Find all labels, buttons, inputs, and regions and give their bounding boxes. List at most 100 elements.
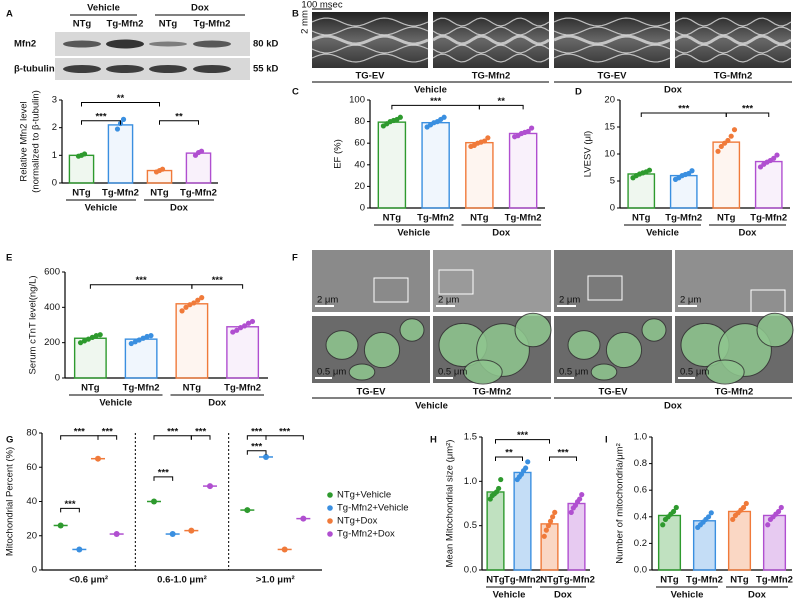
blot-band — [106, 65, 144, 73]
y-axis-label: Serum cTnT level(ng/L) — [28, 275, 39, 374]
data-point — [481, 138, 488, 144]
y-tick-label: 400 — [44, 302, 60, 313]
data-point — [579, 492, 585, 498]
em-roi — [373, 277, 409, 303]
sig-bracket — [191, 284, 244, 289]
echo-trace — [311, 26, 429, 36]
sig-bracket — [60, 507, 80, 513]
mean-point — [76, 546, 83, 553]
x-tick-label: Tg-Mfn2 — [102, 188, 139, 199]
data-point — [715, 148, 721, 154]
echo-trace — [674, 34, 792, 46]
sig-bracket — [495, 456, 523, 461]
x-tick-label: NTg — [383, 213, 402, 224]
scale-label: 0.5 μm — [559, 367, 588, 378]
legend-label: NTg+Dox — [337, 516, 378, 527]
echo-trace — [553, 17, 671, 27]
y-tick-label: 1.0 — [464, 476, 477, 487]
data-point — [140, 335, 146, 341]
y-tick-label: 80 — [354, 116, 365, 127]
echo-trace — [432, 44, 550, 54]
data-point — [136, 337, 142, 343]
mitochondrion — [756, 312, 794, 348]
data-point — [541, 533, 547, 539]
mitochondrion — [399, 318, 425, 342]
scale-label: 0.5 μm — [438, 367, 467, 378]
data-point — [397, 114, 403, 120]
echo-trace — [553, 53, 671, 63]
panel-letter: F — [292, 253, 298, 264]
x-tick-label: Tg-Mfn2 — [756, 575, 793, 586]
sig-label: *** — [95, 111, 106, 122]
sig-label: *** — [517, 430, 528, 441]
y-tick-label: 5 — [610, 176, 615, 187]
data-point — [689, 168, 695, 174]
y-tick-label: 20 — [354, 181, 365, 192]
data-point — [543, 527, 549, 533]
scale-label: 2 μm — [680, 295, 701, 306]
mean-point — [188, 527, 195, 534]
x-tick-label: >1.0 μm² — [256, 575, 295, 586]
bar — [421, 121, 450, 209]
y-tick-label: 1.0 — [634, 432, 647, 443]
y-tick-label: 40 — [26, 496, 37, 507]
x-tick-label: NTg — [81, 383, 100, 394]
data-point — [529, 125, 535, 131]
data-point — [132, 339, 138, 345]
em-group: Vehicle — [415, 401, 448, 412]
y-tick-label: 0.4 — [634, 511, 647, 522]
x-group-label: Vehicle — [397, 228, 430, 239]
bar — [465, 141, 494, 209]
echo-lane: TG-Mfn2 — [472, 71, 511, 82]
bar — [226, 326, 260, 379]
x-tick-label: NTg — [632, 213, 651, 224]
sig-label: *** — [279, 426, 290, 437]
x-tick-label: Tg-Mfn2 — [686, 575, 723, 586]
echo-trace — [674, 26, 792, 36]
echo-trace — [674, 44, 792, 54]
data-point — [708, 510, 714, 516]
mitochondrion — [325, 330, 359, 360]
y-axis-label: Mitochondrial Percent (%) — [5, 447, 16, 556]
y-axis-label: (normalized to β-tubulin) — [31, 90, 42, 193]
data-point — [179, 308, 185, 314]
y-tick-label: 1 — [52, 150, 57, 161]
y-tick-label: 80 — [26, 428, 37, 439]
data-point — [148, 333, 154, 339]
y-tick-label: 0 — [610, 203, 615, 214]
data-point — [97, 332, 103, 338]
scale-label: 0.5 μm — [317, 367, 346, 378]
em-image-low — [312, 250, 430, 312]
em-group: Dox — [664, 401, 683, 412]
blot-lane: NTg — [73, 19, 92, 30]
data-point — [550, 514, 556, 520]
data-point — [183, 304, 189, 310]
panel-letter: D — [575, 87, 582, 98]
mitochondrion — [705, 359, 745, 385]
bar — [175, 303, 209, 379]
data-point — [525, 459, 531, 465]
data-point — [670, 508, 677, 515]
panel-letter: C — [292, 87, 299, 98]
sig-bracket — [81, 101, 160, 107]
legend-label: Tg-Mfn2+Dox — [337, 529, 395, 540]
echo-trace — [432, 53, 550, 63]
mitochondrion — [463, 359, 503, 385]
bar — [486, 491, 505, 571]
mean-point — [281, 546, 288, 553]
x-group-label: Dox — [208, 398, 227, 409]
panel-letter: H — [430, 435, 437, 446]
y-tick-label: 20 — [604, 95, 615, 106]
x-tick-label: NTg — [486, 575, 505, 586]
mitochondrion — [363, 331, 401, 369]
data-point — [245, 320, 252, 326]
echo-trace — [311, 17, 429, 27]
y-tick-label: 0 — [52, 178, 57, 189]
data-point — [725, 137, 731, 144]
y-axis-label: Relative Mfn2 level — [19, 101, 30, 181]
em-image-low — [433, 250, 551, 312]
blot-group: Vehicle — [87, 3, 120, 14]
data-point — [523, 465, 529, 471]
sig-label: *** — [430, 96, 441, 107]
